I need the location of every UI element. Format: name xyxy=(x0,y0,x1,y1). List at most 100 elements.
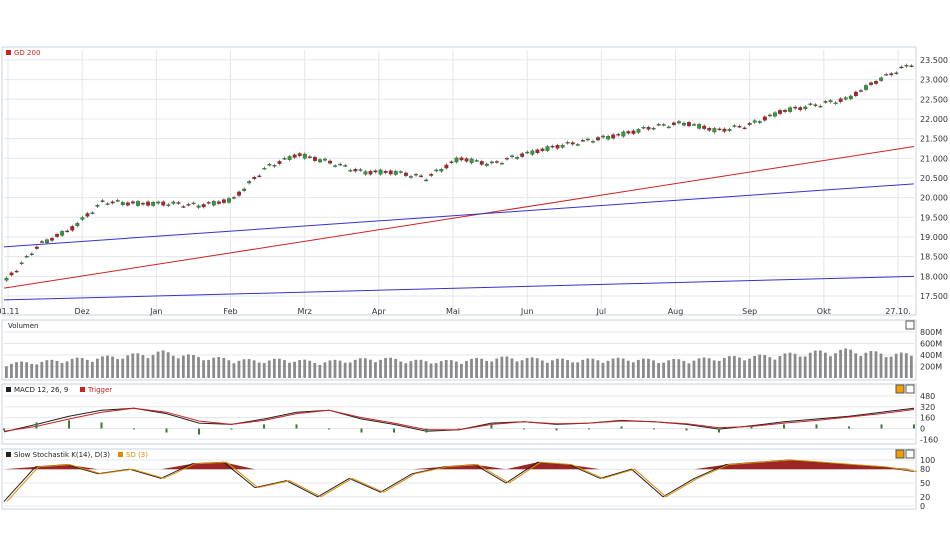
volume-bar xyxy=(672,359,676,378)
stochastic-series xyxy=(3,459,918,502)
candle-body xyxy=(904,65,909,67)
volume-bar xyxy=(288,362,291,378)
x-tick-label: Jun xyxy=(520,307,534,316)
candle-body xyxy=(894,72,899,74)
candle-body xyxy=(429,174,434,176)
stochastic-close-icon[interactable] xyxy=(905,449,915,459)
candle-body xyxy=(585,138,590,141)
volume-bar xyxy=(869,350,873,378)
candle-body xyxy=(181,206,186,208)
candle-body xyxy=(717,128,722,131)
volume-tick-label: 400M xyxy=(920,351,942,360)
candle-body xyxy=(762,116,767,121)
stochastic-settings-icon[interactable] xyxy=(895,449,905,459)
volume-bar xyxy=(712,360,716,378)
candle-body xyxy=(773,112,777,117)
volume-bar xyxy=(126,355,130,378)
volume-bar xyxy=(626,360,630,378)
candle-body xyxy=(65,230,70,233)
volume-bar xyxy=(909,355,913,378)
macd-histogram-bar xyxy=(328,428,330,430)
candle-body xyxy=(257,175,262,178)
candle-body xyxy=(722,128,727,132)
volume-bar xyxy=(586,358,590,378)
volume-bar xyxy=(768,357,772,378)
y-tick-label: 19.500 xyxy=(920,213,948,222)
volume-bar xyxy=(808,352,812,378)
candle-body xyxy=(166,204,171,206)
volume-bar xyxy=(369,359,372,378)
candle-body xyxy=(687,122,691,127)
macd-histogram-bar xyxy=(133,428,135,430)
volume-close-icon[interactable] xyxy=(905,320,915,330)
macd-tick-label: 0 xyxy=(920,424,925,433)
volume-bar xyxy=(662,362,666,378)
macd-histogram-bar xyxy=(848,426,850,429)
volume-bar xyxy=(429,363,433,378)
volume-bar xyxy=(394,358,398,378)
y-tick-label: 21.000 xyxy=(920,154,948,163)
legend-swatch xyxy=(80,387,85,392)
candle-body xyxy=(727,129,732,131)
candle-body xyxy=(186,204,191,206)
volume-bar xyxy=(667,360,671,378)
candle-body xyxy=(682,122,686,126)
candle-body xyxy=(626,131,631,134)
volume-bar xyxy=(717,361,721,378)
macd-panel xyxy=(1,383,917,445)
candle-body xyxy=(272,165,277,167)
volume-bar xyxy=(576,362,580,378)
candle-body xyxy=(550,145,555,148)
volume-bar xyxy=(419,359,423,378)
candle-body xyxy=(110,201,115,204)
volume-bar xyxy=(505,356,509,378)
candle-body xyxy=(398,171,403,173)
volume-bar xyxy=(788,352,792,378)
stochastic-tick-label: 80 xyxy=(920,465,930,474)
volume-bar xyxy=(829,356,832,378)
volume-bar xyxy=(384,357,387,378)
volume-bar xyxy=(727,356,731,378)
candle-body xyxy=(570,142,575,145)
candle-body xyxy=(358,169,363,171)
macd-close-icon[interactable] xyxy=(905,384,915,394)
volume-bar xyxy=(278,358,281,378)
candle-body xyxy=(363,171,368,175)
volume-bar xyxy=(379,359,382,378)
volume-bar xyxy=(884,357,888,378)
stochastic-panel xyxy=(1,448,917,510)
candle-body xyxy=(798,107,803,111)
candle-body xyxy=(747,123,752,125)
macd-histogram-bar xyxy=(880,424,883,429)
volume-bar xyxy=(520,360,524,378)
macd-settings-icon[interactable] xyxy=(895,384,905,394)
candle-body xyxy=(302,153,307,159)
candle-body xyxy=(555,145,560,149)
stochastic-d-line xyxy=(6,459,918,502)
volume-bar xyxy=(207,359,211,378)
stochastic-tick-label: 20 xyxy=(920,493,930,502)
macd-histogram-bar xyxy=(360,428,363,433)
candle-body xyxy=(636,129,641,133)
moving-average-line xyxy=(3,145,915,289)
macd-histogram-bar xyxy=(555,428,558,431)
candle-body xyxy=(611,134,616,139)
macd-histogram-bar xyxy=(263,424,265,429)
volume-bar xyxy=(753,355,757,378)
candle-body xyxy=(651,128,656,130)
macd-histogram-bar xyxy=(750,426,753,429)
volume-bar xyxy=(399,361,403,378)
candle-body xyxy=(373,170,378,173)
candle-body xyxy=(838,98,843,102)
candle-body xyxy=(702,125,707,129)
macd-histogram-bar xyxy=(458,428,460,430)
macd-histogram-bar xyxy=(783,424,785,429)
candle-body xyxy=(833,102,838,104)
legend-swatch xyxy=(6,452,11,457)
volume-bar xyxy=(237,360,241,378)
macd-histogram-bar xyxy=(198,428,200,435)
stochastic-tick-label: 0 xyxy=(920,502,925,511)
candle-body xyxy=(469,158,474,163)
volume-bar xyxy=(217,357,221,378)
